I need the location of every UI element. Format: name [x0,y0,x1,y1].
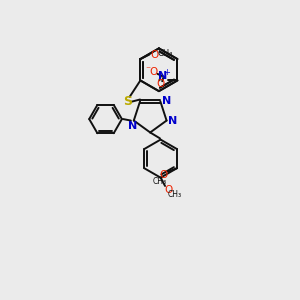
Text: O: O [160,170,168,180]
Text: N: N [168,116,177,126]
Text: CH₃: CH₃ [167,190,181,200]
Text: N: N [158,71,167,81]
Text: CH₃: CH₃ [157,49,172,58]
Text: ⁻: ⁻ [146,65,151,75]
Text: O: O [165,185,173,195]
Text: +: + [163,68,170,76]
Text: O: O [157,79,165,89]
Text: S: S [123,95,132,108]
Text: CH₃: CH₃ [153,177,167,186]
Text: N: N [128,122,137,131]
Text: O: O [150,67,158,76]
Text: O: O [151,50,159,60]
Text: N: N [162,96,171,106]
